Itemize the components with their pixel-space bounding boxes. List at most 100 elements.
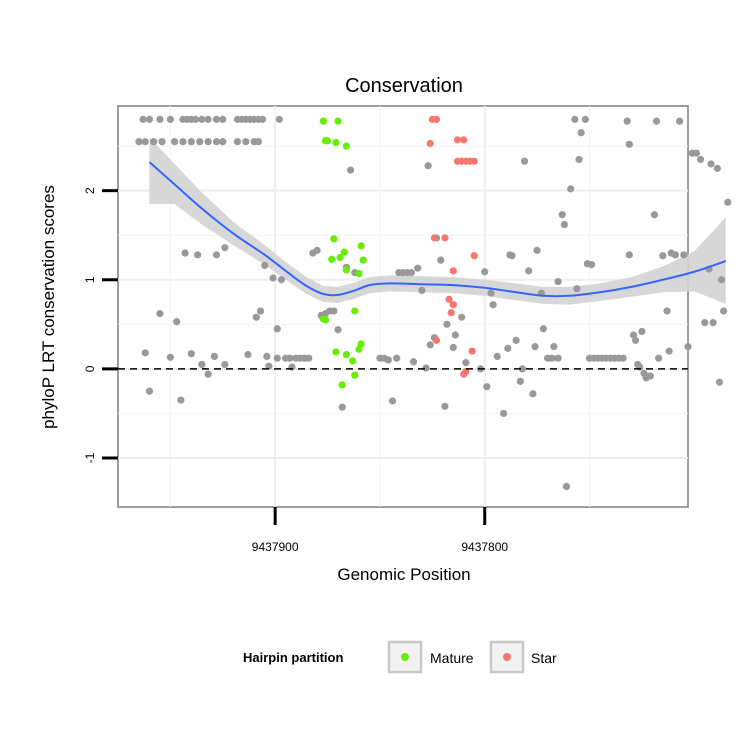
chart-title: Conservation	[345, 75, 463, 97]
plot-panel	[117, 105, 689, 508]
data-point-mature	[323, 137, 332, 145]
data-point-other	[196, 138, 204, 146]
data-point-other	[194, 251, 202, 259]
data-point-other	[407, 269, 415, 277]
data-point-other	[141, 138, 149, 146]
data-point-star	[432, 336, 441, 344]
data-point-other	[715, 378, 724, 386]
data-point-mature	[359, 256, 367, 264]
data-point-other	[665, 347, 673, 355]
data-point-other	[512, 336, 520, 344]
data-point-other	[156, 310, 164, 318]
data-point-other	[518, 365, 527, 373]
data-point-other	[560, 220, 568, 229]
data-point-other	[242, 138, 250, 146]
data-point-other	[135, 138, 143, 146]
data-point-other	[443, 320, 451, 328]
data-point-mature	[349, 357, 357, 365]
data-point-other	[692, 149, 700, 157]
data-point-other	[139, 115, 147, 123]
data-point-other	[720, 307, 728, 315]
data-point-other	[709, 318, 717, 327]
data-point-other	[558, 211, 566, 219]
data-point-mature	[342, 351, 351, 359]
data-point-other	[244, 351, 252, 359]
y-axis: 2 1 0 -1	[83, 187, 118, 463]
data-point-star	[426, 139, 434, 148]
data-point-star	[460, 136, 468, 144]
data-point-other	[588, 261, 596, 269]
data-point-other	[219, 138, 227, 146]
data-point-other	[623, 117, 631, 125]
data-point-star	[449, 301, 457, 309]
data-point-other	[724, 198, 732, 206]
data-point-other	[265, 362, 273, 370]
data-point-other	[481, 268, 489, 276]
smooth-curve	[148, 161, 727, 298]
data-point-other	[426, 341, 434, 349]
data-point-star	[447, 309, 455, 317]
data-point-star	[449, 267, 457, 275]
smooth-confidence-band	[149, 137, 726, 305]
data-point-other	[508, 252, 516, 260]
data-point-other	[539, 325, 548, 333]
data-point-mature	[357, 242, 365, 250]
y-axis-title: phyloP LRT conservation scores	[39, 185, 58, 429]
y-tick-label: 1	[83, 276, 97, 283]
data-point-other	[388, 397, 397, 405]
confidence-band	[149, 137, 726, 305]
data-point-other	[212, 251, 221, 259]
data-point-other	[504, 344, 512, 352]
data-point-other	[663, 307, 671, 315]
data-point-other	[210, 352, 218, 361]
y-tick-label: -1	[83, 452, 97, 463]
data-point-other	[437, 256, 445, 264]
data-point-other	[441, 402, 449, 410]
data-point-other	[258, 115, 267, 123]
data-point-mature	[351, 307, 359, 315]
data-point-other	[166, 353, 174, 361]
data-point-other	[204, 115, 212, 123]
data-point-other	[671, 251, 680, 259]
data-point-mature	[319, 117, 327, 125]
data-point-mature	[330, 235, 338, 243]
x-axis: 9437900 9437800	[252, 507, 508, 554]
legend-marker-mature	[401, 653, 409, 661]
data-point-other	[221, 244, 229, 252]
data-point-other	[638, 327, 646, 336]
data-point-other	[676, 117, 684, 125]
data-point-other	[277, 276, 286, 284]
data-point-other	[204, 370, 212, 378]
data-point-other	[414, 264, 422, 272]
data-point-mature	[357, 340, 365, 348]
data-point-other	[533, 246, 541, 254]
data-point-other	[156, 115, 164, 123]
data-point-other	[393, 354, 401, 362]
data-point-other	[409, 358, 418, 366]
data-point-mature	[340, 248, 348, 256]
data-point-other	[145, 115, 154, 123]
data-point-other	[483, 383, 491, 391]
data-point-other	[713, 164, 721, 172]
data-point-star	[441, 234, 449, 242]
data-point-other	[529, 390, 537, 398]
data-point-star	[445, 295, 453, 303]
data-point-other	[577, 129, 585, 137]
data-point-other	[384, 356, 392, 364]
data-point-mature	[334, 117, 342, 125]
data-point-other	[212, 138, 221, 146]
data-point-other	[170, 138, 179, 146]
data-point-mature	[342, 142, 351, 150]
data-point-star	[468, 347, 476, 355]
data-point-other	[487, 289, 495, 297]
data-point-mature	[321, 316, 330, 324]
data-point-other	[187, 138, 195, 146]
legend-key-star	[489, 640, 525, 674]
legend-title: Hairpin partition	[243, 650, 343, 665]
data-point-other	[696, 155, 705, 164]
data-point-other	[204, 138, 212, 146]
data-point-mature	[332, 348, 340, 356]
data-point-other	[173, 318, 181, 326]
data-point-other	[550, 343, 558, 351]
